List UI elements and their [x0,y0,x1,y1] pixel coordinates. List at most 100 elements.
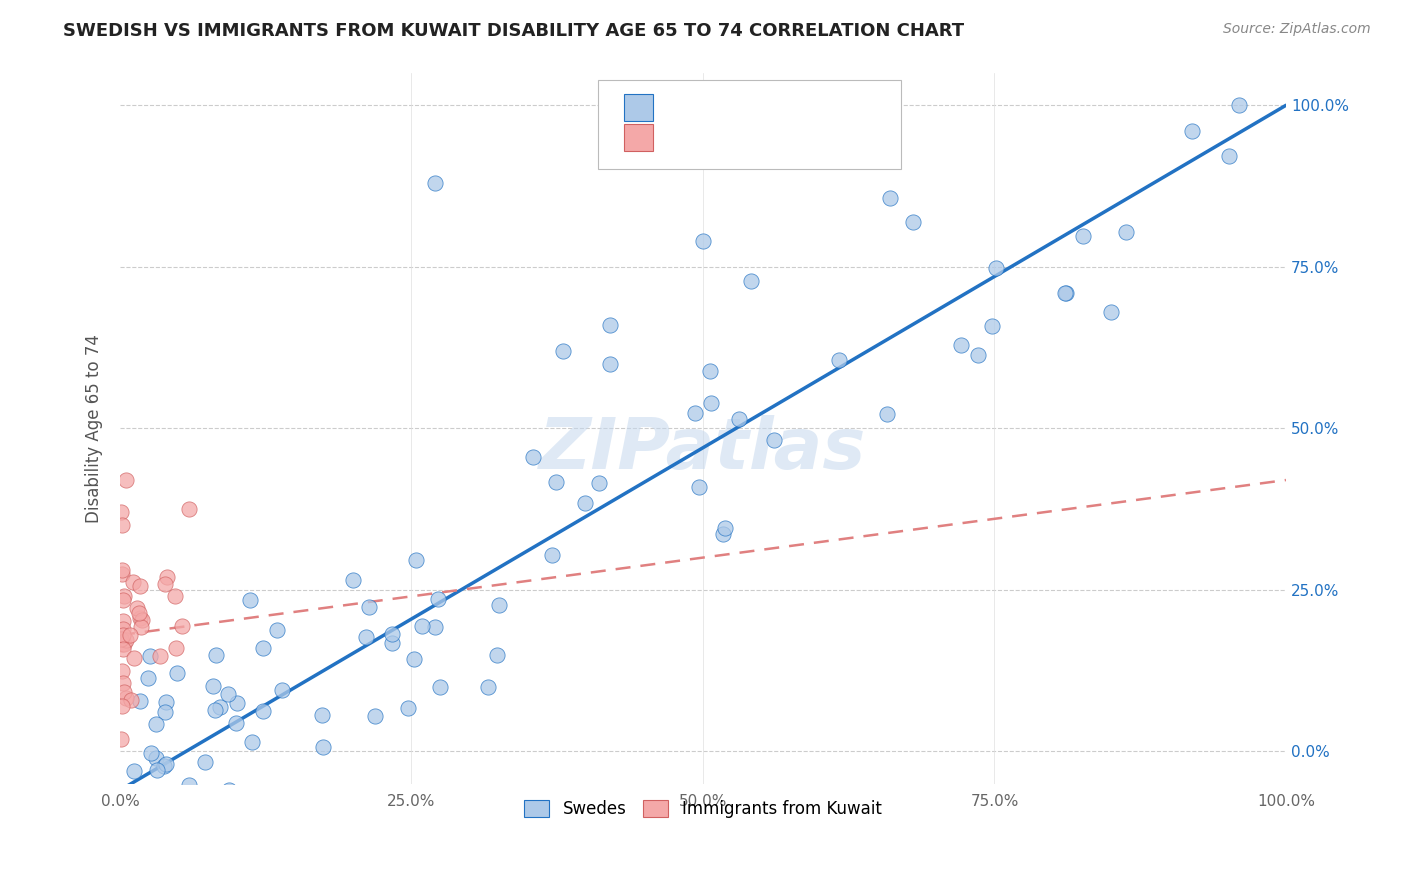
Point [136,671,159,685]
Point [218,796,240,810]
Point [111,637,134,651]
Point [143,796,166,810]
Point [153,576,176,591]
Point [266,623,288,637]
Point [762,433,785,447]
Point [699,364,721,378]
Point [683,406,706,420]
Point [110,731,132,746]
Point [949,338,972,352]
Point [357,599,380,614]
Point [124,764,146,778]
Point [139,648,162,663]
Point [240,735,263,749]
Point [111,563,134,577]
Point [177,778,200,792]
Point [121,575,143,590]
Point [120,692,142,706]
Point [425,620,447,634]
Text: ZIPatlas: ZIPatlas [540,415,866,484]
Point [111,699,134,714]
Point [127,601,149,615]
Text: N =: N = [780,128,820,146]
Text: R =: R = [665,128,704,146]
Point [488,598,510,612]
Point [112,685,135,699]
Point [713,520,735,534]
Point [141,746,163,760]
Point [828,352,851,367]
Point [700,396,723,410]
Point [128,694,150,708]
Bar [624,94,652,120]
Point [112,676,135,690]
Point [477,680,499,694]
Point [205,648,228,662]
Point [131,796,153,810]
Point [194,755,217,769]
Point [574,496,596,510]
Point [131,613,153,627]
Bar [624,124,652,151]
Point [129,796,152,810]
Point [588,475,610,490]
Point [155,756,177,771]
Point [381,635,404,649]
Point [166,666,188,681]
Point [112,637,135,651]
Point [271,682,294,697]
Point [1227,98,1250,112]
Point [112,642,135,657]
Point [312,739,335,754]
Point [1181,124,1204,138]
Point [153,705,176,719]
Point [405,552,427,566]
Point [967,348,990,362]
Point [426,592,449,607]
Point [111,566,134,581]
Point [122,651,145,665]
Y-axis label: Disability Age 65 to 74: Disability Age 65 to 74 [86,334,103,523]
Point [217,687,239,701]
Point [141,796,163,810]
Legend: Swedes, Immigrants from Kuwait: Swedes, Immigrants from Kuwait [517,794,889,825]
Point [354,630,377,644]
Text: 90: 90 [817,98,842,116]
Point [165,640,187,655]
Point [980,319,1002,334]
Point [711,526,734,541]
Point [129,611,152,625]
Point [128,606,150,620]
Point [252,705,274,719]
Point [411,619,433,633]
Point [111,664,134,678]
Point [1071,228,1094,243]
Text: 38: 38 [817,128,842,146]
Point [177,501,200,516]
Point [740,274,762,288]
Point [485,648,508,662]
Point [163,589,186,603]
Point [153,759,176,773]
Point [1054,285,1077,300]
Point [402,652,425,666]
Point [238,593,260,607]
Point [901,214,924,228]
Point [114,691,136,706]
Point [1115,225,1137,239]
Text: R =: R = [665,98,704,116]
Point [879,191,901,205]
Point [876,408,898,422]
Text: Source: ZipAtlas.com: Source: ZipAtlas.com [1223,22,1371,37]
Point [149,648,172,663]
Point [381,627,404,641]
Point [110,632,132,646]
Point [396,700,419,714]
Point [692,234,714,248]
Point [170,619,193,633]
Point [364,709,387,723]
Point [201,679,224,693]
Point [252,640,274,655]
Text: SWEDISH VS IMMIGRANTS FROM KUWAIT DISABILITY AGE 65 TO 74 CORRELATION CHART: SWEDISH VS IMMIGRANTS FROM KUWAIT DISABI… [63,22,965,40]
Text: 0.736: 0.736 [710,98,766,116]
